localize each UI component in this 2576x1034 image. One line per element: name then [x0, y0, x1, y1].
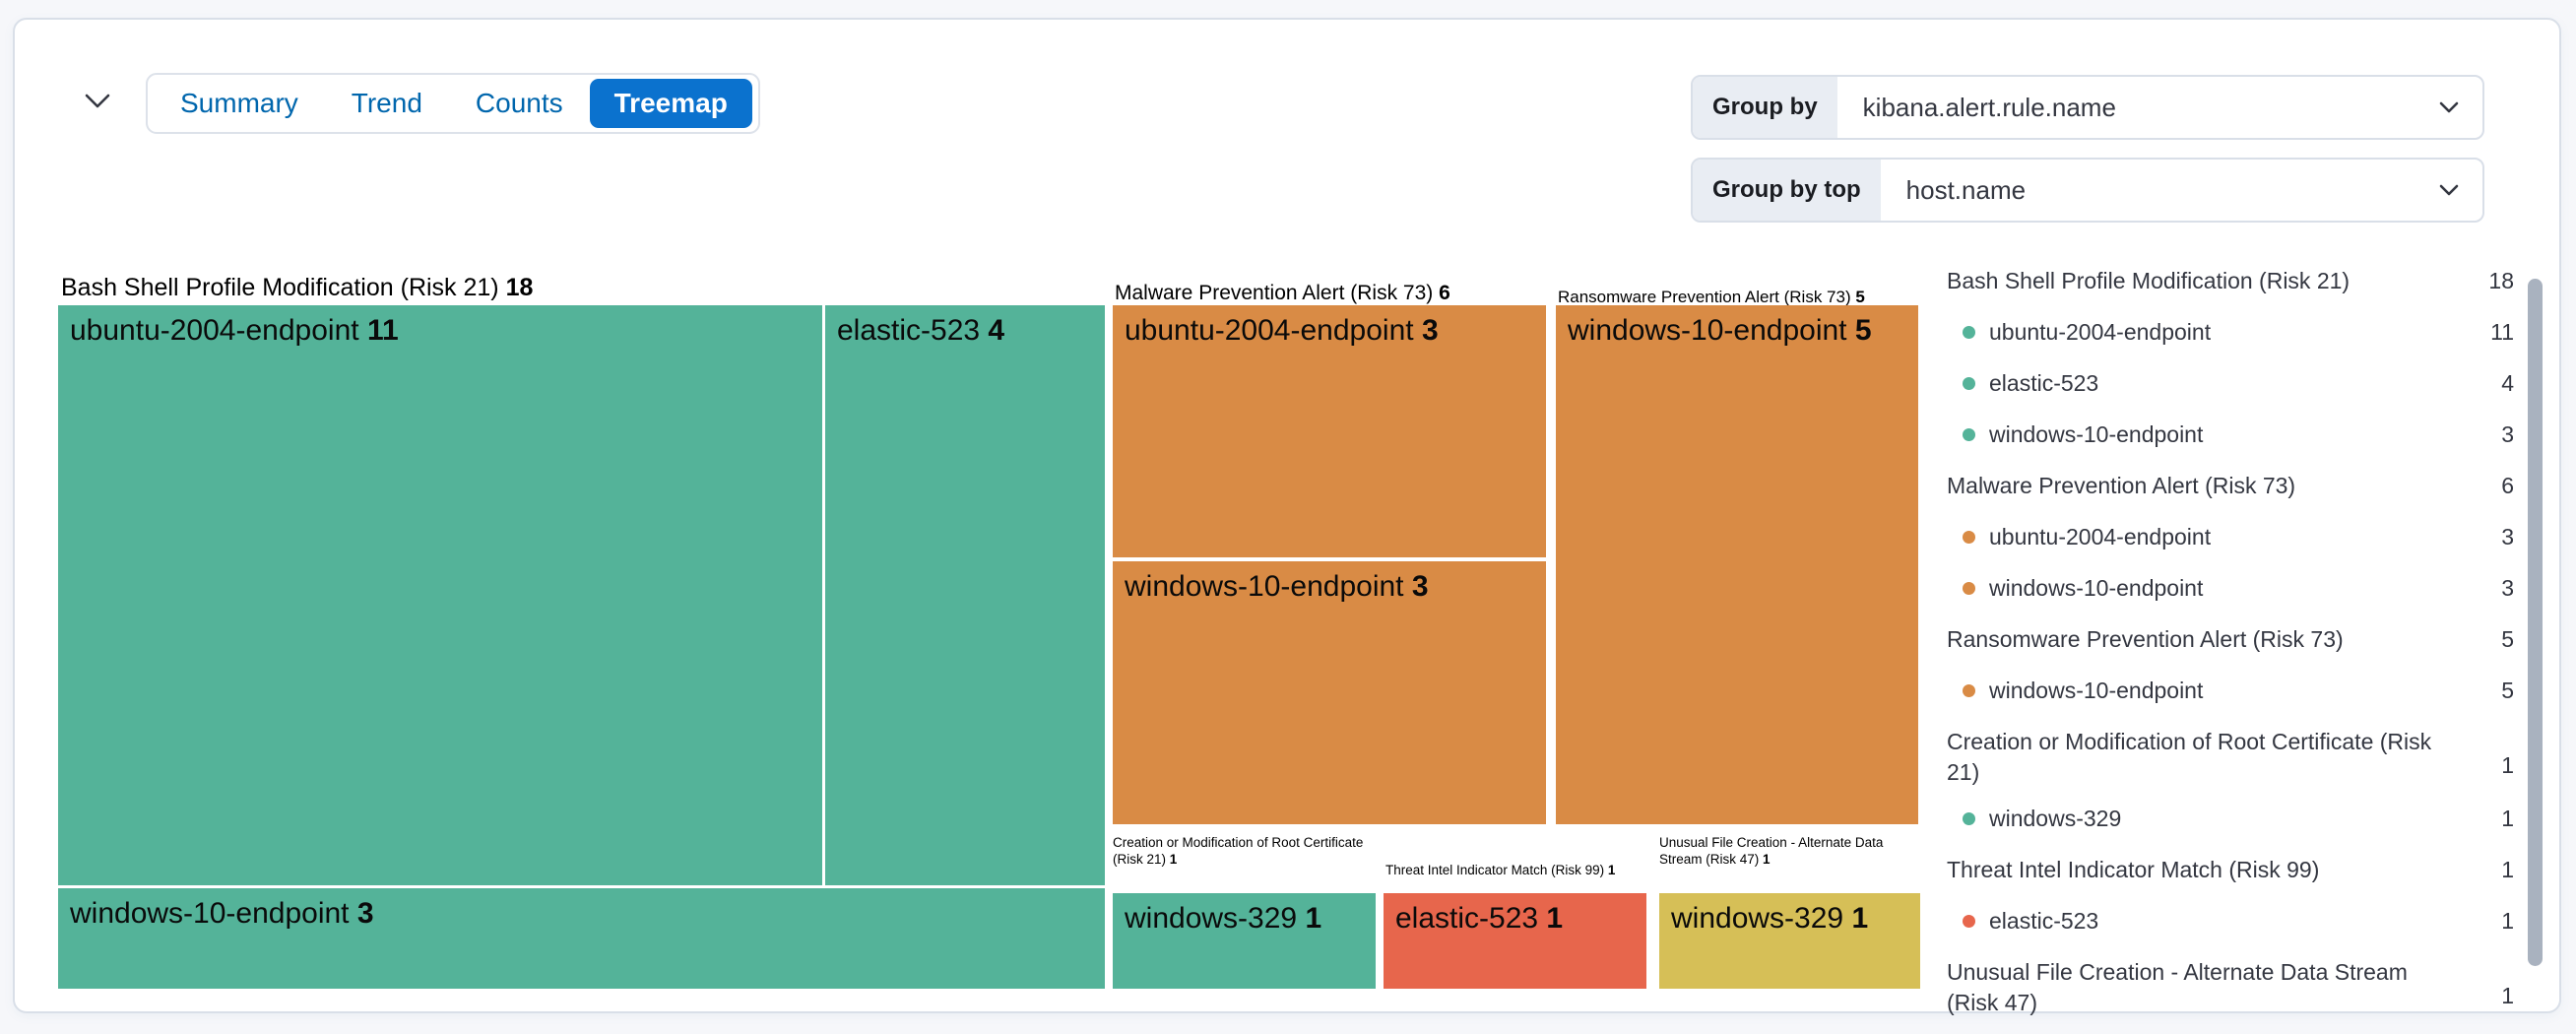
- legend-dot: [1963, 377, 1975, 390]
- legend-dot: [1963, 428, 1975, 441]
- legend-group-row: Creation or Modification of Root Certifi…: [1947, 729, 2514, 785]
- legend-scrollbar-thumb[interactable]: [2528, 279, 2543, 966]
- legend-item-row[interactable]: ubuntu-2004-endpoint 3: [1947, 522, 2514, 573]
- legend-item-row[interactable]: elastic-523 1: [1947, 906, 2514, 957]
- legend-group-row: Bash Shell Profile Modification (Risk 21…: [1947, 268, 2514, 293]
- legend-dot: [1963, 582, 1975, 595]
- treemap-block-threatintel-elastic[interactable]: elastic-523 1: [1384, 893, 1646, 989]
- treemap-section-header: Threat Intel Indicator Match (Risk 99) 1: [1385, 863, 1616, 877]
- legend-group-row: Unusual File Creation - Alternate Data S…: [1947, 959, 2514, 1015]
- legend-group-row: Malware Prevention Alert (Risk 73) 6: [1947, 473, 2514, 498]
- group-by-select[interactable]: Group by kibana.alert.rule.name: [1691, 75, 2484, 140]
- treemap-block-bash-elastic[interactable]: elastic-523 4: [825, 305, 1105, 885]
- group-by-top-label: Group by top: [1693, 160, 1881, 221]
- treemap-block-rootcert-windows329[interactable]: windows-329 1: [1113, 893, 1376, 989]
- tab-treemap[interactable]: Treemap: [589, 79, 752, 128]
- chevron-down-icon: [2437, 77, 2482, 138]
- treemap-section-header: Ransomware Prevention Alert (Risk 73) 5: [1558, 288, 1865, 306]
- group-by-top-select[interactable]: Group by top host.name: [1691, 158, 2484, 223]
- chevron-down-icon: [81, 91, 114, 115]
- treemap-section-header: Unusual File Creation - Alternate Data S…: [1659, 835, 1884, 867]
- legend-dot: [1963, 326, 1975, 339]
- legend-item-row[interactable]: elastic-523 4: [1947, 368, 2514, 420]
- treemap-block-ransomware-windows10[interactable]: windows-10-endpoint 5: [1556, 305, 1918, 824]
- legend-dot: [1963, 812, 1975, 825]
- legend-item-row[interactable]: windows-10-endpoint 3: [1947, 573, 2514, 624]
- view-tab-group: Summary Trend Counts Treemap: [146, 73, 760, 134]
- group-by-label: Group by: [1693, 77, 1837, 138]
- treemap-block-bash-ubuntu[interactable]: ubuntu-2004-endpoint 11: [58, 305, 822, 885]
- legend-item-row[interactable]: ubuntu-2004-endpoint 11: [1947, 317, 2514, 368]
- treemap-section-header: Bash Shell Profile Modification (Risk 21…: [61, 274, 534, 301]
- group-by-top-value: host.name: [1905, 174, 2027, 205]
- tab-counts[interactable]: Counts: [449, 79, 590, 128]
- collapse-section-button[interactable]: [76, 81, 119, 124]
- alerts-panel: Summary Trend Counts Treemap Group by ki…: [13, 18, 2561, 1015]
- treemap-block-unusualfile-windows329[interactable]: windows-329 1: [1659, 893, 1920, 989]
- legend-item-row[interactable]: windows-10-endpoint 3: [1947, 420, 2514, 471]
- treemap-section-header: Creation or Modification of Root Certifi…: [1113, 835, 1364, 867]
- treemap-block-malware-ubuntu[interactable]: ubuntu-2004-endpoint 3: [1113, 305, 1546, 557]
- legend-group-row: Ransomware Prevention Alert (Risk 73) 5: [1947, 626, 2514, 652]
- tab-trend[interactable]: Trend: [325, 79, 449, 128]
- treemap-block-bash-windows10[interactable]: windows-10-endpoint 3: [58, 888, 1105, 989]
- legend-item-row[interactable]: windows-10-endpoint 5: [1947, 676, 2514, 727]
- treemap-block-malware-windows10[interactable]: windows-10-endpoint 3: [1113, 561, 1546, 824]
- treemap-section-header: Malware Prevention Alert (Risk 73) 6: [1115, 282, 1450, 304]
- legend-dot: [1963, 531, 1975, 544]
- tab-summary[interactable]: Summary: [154, 79, 325, 128]
- legend-item-row[interactable]: windows-329 1: [1947, 804, 2514, 855]
- legend-dot: [1963, 684, 1975, 697]
- legend-dot: [1963, 915, 1975, 928]
- legend-group-row: Threat Intel Indicator Match (Risk 99) 1: [1947, 857, 2514, 882]
- treemap-legend: Bash Shell Profile Modification (Risk 21…: [1947, 266, 2514, 1034]
- chevron-down-icon: [2437, 160, 2482, 221]
- group-by-value: kibana.alert.rule.name: [1862, 92, 2116, 122]
